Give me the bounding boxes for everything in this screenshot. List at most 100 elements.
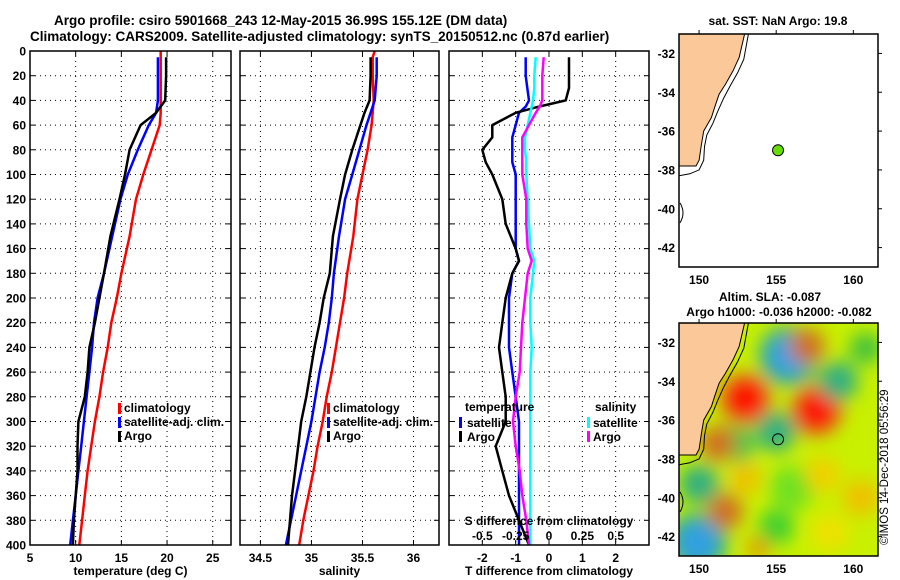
x-tick-label: 155 <box>766 273 786 287</box>
sla-feature-mid-low <box>817 361 858 402</box>
series-line-satellite-adj-clim- <box>284 57 378 545</box>
y-tick-label: 320 <box>6 440 26 454</box>
y-tick-label: 280 <box>6 390 26 404</box>
y-tick-label: -38 <box>658 452 676 466</box>
y-tick-label: 160 <box>6 242 26 256</box>
series-line-salinity-satellite <box>523 57 537 545</box>
y-tick-label: 300 <box>6 415 26 429</box>
tasmania-coast <box>679 202 684 224</box>
y-tick-label: -34 <box>658 86 676 100</box>
series-line-argo <box>286 57 372 545</box>
copyright-stamp: ©IMOS 14-Dec-2018 05:56:29 <box>879 389 891 545</box>
x-tick-label: -1 <box>510 551 521 565</box>
x-tick-label: 34.5 <box>249 551 273 565</box>
x2-tick-label: 0 <box>546 529 553 543</box>
land <box>679 34 746 167</box>
x-tick-label: 35.5 <box>351 551 375 565</box>
isobath <box>679 323 749 466</box>
x2-axis-label: S difference from climatology <box>465 514 634 528</box>
sla-feature-high <box>725 378 766 419</box>
series-group <box>284 51 378 545</box>
map-sla_map: 150 155 160 -32 -34 -36 -38 -40 -42 <box>658 319 882 576</box>
sla-blob <box>758 508 795 545</box>
legend-title-salinity: salinity <box>595 400 637 414</box>
y-tick-label: -40 <box>658 491 676 505</box>
x-tick-label: 1 <box>579 551 586 565</box>
chart-title-line1: Argo profile: csiro 5901668_243 12-May-2… <box>54 13 508 28</box>
sla-feature-mid-low <box>679 464 720 505</box>
sla-blob <box>769 466 814 511</box>
sla-blob <box>804 456 841 493</box>
argo-float-marker <box>772 433 785 446</box>
y-tick-label: -34 <box>658 375 676 389</box>
x-tick-label: 150 <box>689 273 709 287</box>
axes-frame <box>448 50 650 546</box>
x2-tick-label: 0.25 <box>571 529 595 543</box>
series-group <box>68 51 168 545</box>
x-tick-label: 10 <box>69 551 83 565</box>
y-tick-label: 360 <box>6 489 26 503</box>
legend-label: Argo <box>467 430 495 444</box>
x-tick-label: 25 <box>206 551 220 565</box>
x-tick-label: 155 <box>766 562 786 576</box>
legend-label: satellite-adj. clim. <box>124 415 224 429</box>
legend-swatch <box>118 431 121 442</box>
legend-swatch <box>459 431 462 442</box>
map-content <box>679 34 785 224</box>
isobath <box>679 34 749 177</box>
sst-map-title: sat. SST: NaN Argo: 19.8 <box>709 14 848 28</box>
y-tick-label: -36 <box>658 414 676 428</box>
x2-tick-label: -0.25 <box>502 529 530 543</box>
sla-feature-mid-high <box>707 493 744 530</box>
sla-blob <box>849 332 878 365</box>
sla-blob <box>745 536 770 556</box>
sla-blob <box>729 462 762 495</box>
sla-feature-low <box>679 520 720 556</box>
y-tick-label: 60 <box>13 119 27 133</box>
land <box>679 323 746 456</box>
x-axis-label: temperature (deg C) <box>73 564 187 578</box>
sla-map-title-line2: Argo h1000: -0.036 h2000: -0.082 <box>686 305 872 319</box>
x2-tick-label: 0.5 <box>607 529 624 543</box>
legend-label: satellite-adj. clim. <box>333 415 433 429</box>
axes-frame <box>239 50 440 546</box>
sla-feature-mid-low <box>756 411 797 452</box>
legend-swatch <box>327 403 330 414</box>
x2-tick-label: -0.5 <box>472 529 493 543</box>
y-tick-label: 120 <box>6 193 26 207</box>
panel-difference: -2 -1 0 1 2T difference from climatology <box>448 50 650 578</box>
y-tick-label: -42 <box>658 530 676 544</box>
legend-swatch <box>587 417 590 428</box>
sla-blob <box>812 514 849 551</box>
panel-temperature: 5 10 15 20 25 temperature (deg C) <box>27 50 232 578</box>
legend-label: satellite <box>593 416 638 430</box>
y-tick-label: 40 <box>13 94 27 108</box>
sla-field <box>679 326 878 556</box>
argo-float-marker <box>772 144 785 157</box>
map-frame <box>678 33 879 268</box>
tasmania-coast <box>679 491 684 513</box>
map-content <box>679 323 878 556</box>
y-tick-label: -38 <box>658 163 676 177</box>
x-tick-label: 2 <box>612 551 619 565</box>
legend-label: satellite <box>467 416 512 430</box>
x-axis-label: salinity <box>319 564 361 578</box>
legend-swatch <box>118 403 121 414</box>
legend-label: climatology <box>124 401 191 415</box>
y-tick-label: 220 <box>6 316 26 330</box>
legend-label: Argo <box>124 429 152 443</box>
y-tick-label: -42 <box>658 241 676 255</box>
y-tick-label: -36 <box>658 125 676 139</box>
x-tick-label: -2 <box>477 551 488 565</box>
panel-salinity: 34.5 35 35.5 36 salinity <box>239 50 440 578</box>
sla-map-title-line1: Altim. SLA: -0.087 <box>719 290 821 304</box>
sla-blob <box>843 479 878 516</box>
y-tick-label: 260 <box>6 366 26 380</box>
y-tick-label: -32 <box>658 336 676 350</box>
y-tick-label: 400 <box>6 539 26 553</box>
y-tick-label: 0 <box>19 45 26 59</box>
y-tick-label: 80 <box>13 143 27 157</box>
x-tick-label: 0 <box>546 551 553 565</box>
sla-feature-high <box>796 390 837 431</box>
x-tick-label: 15 <box>115 551 129 565</box>
